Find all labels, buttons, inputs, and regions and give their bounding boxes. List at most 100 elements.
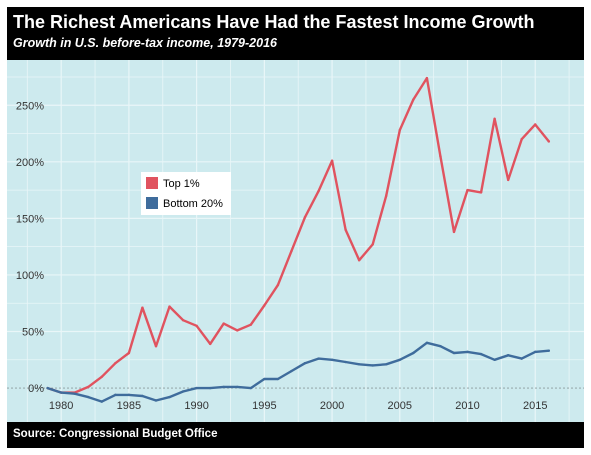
data-point-top-1 bbox=[534, 123, 537, 126]
plot-panel: 0% 50% 100% 150% 200% 250% 1980 1985 1990 1995 20… bbox=[7, 60, 584, 422]
data-point-bottom-20 bbox=[195, 386, 198, 390]
data-point-bottom-20 bbox=[357, 363, 361, 366]
data-point-top-1 bbox=[222, 322, 225, 325]
x-tick-label: 1990 bbox=[184, 400, 208, 412]
data-point-top-1 bbox=[141, 306, 144, 309]
data-point-bottom-20 bbox=[181, 390, 185, 393]
data-point-top-1 bbox=[290, 249, 293, 253]
legend-swatch bbox=[146, 177, 158, 189]
data-point-top-1 bbox=[330, 159, 334, 162]
data-point-bottom-20 bbox=[506, 354, 510, 357]
data-point-bottom-20 bbox=[439, 345, 442, 348]
series-line-top-1 bbox=[46, 76, 550, 394]
data-point-bottom-20 bbox=[276, 377, 280, 381]
data-point-top-1 bbox=[344, 228, 347, 231]
data-point-top-1 bbox=[195, 324, 198, 328]
x-tick-label: 1980 bbox=[49, 400, 73, 412]
data-point-bottom-20 bbox=[208, 386, 212, 390]
source-note: Source: Congressional Budget Office bbox=[13, 428, 218, 440]
data-point-top-1 bbox=[398, 128, 401, 132]
data-point-top-1 bbox=[114, 361, 117, 365]
data-point-top-1 bbox=[154, 345, 158, 348]
series-line-bottom-20 bbox=[46, 341, 550, 403]
data-point-top-1 bbox=[100, 375, 104, 378]
data-point-top-1 bbox=[466, 188, 469, 192]
data-point-top-1 bbox=[127, 351, 131, 355]
data-point-top-1 bbox=[412, 98, 415, 101]
data-point-bottom-20 bbox=[303, 361, 307, 365]
x-tick-label: 1985 bbox=[117, 400, 141, 412]
data-point-top-1 bbox=[249, 323, 253, 326]
data-point-bottom-20 bbox=[73, 392, 76, 395]
data-point-bottom-20 bbox=[466, 350, 469, 354]
data-point-bottom-20 bbox=[46, 386, 49, 390]
chart-header: The Richest Americans Have Had the Faste… bbox=[7, 7, 584, 60]
x-tick-label: 1995 bbox=[252, 400, 276, 412]
legend: Top 1% Bottom 20% bbox=[141, 172, 231, 215]
data-point-bottom-20 bbox=[479, 352, 483, 356]
data-point-top-1 bbox=[479, 191, 483, 194]
data-point-bottom-20 bbox=[317, 357, 320, 360]
data-point-top-1 bbox=[87, 385, 90, 389]
data-point-bottom-20 bbox=[263, 377, 266, 381]
y-tick-label: 150% bbox=[16, 213, 44, 225]
data-point-bottom-20 bbox=[87, 395, 90, 399]
data-point-top-1 bbox=[506, 178, 510, 182]
data-point-top-1 bbox=[208, 342, 212, 346]
data-point-top-1 bbox=[439, 154, 442, 158]
chart-frame: The Richest Americans Have Had the Faste… bbox=[7, 7, 584, 448]
data-point-top-1 bbox=[181, 318, 185, 322]
data-point-bottom-20 bbox=[330, 358, 334, 361]
data-point-top-1 bbox=[168, 305, 171, 308]
y-tick-label: 0% bbox=[28, 383, 44, 395]
legend-label: Bottom 20% bbox=[163, 198, 223, 210]
data-point-top-1 bbox=[547, 140, 550, 143]
data-point-bottom-20 bbox=[547, 349, 550, 352]
data-point-top-1 bbox=[357, 259, 361, 262]
y-axis-ticks: 0% 50% 100% 150% 200% 250% bbox=[16, 100, 44, 395]
data-point-bottom-20 bbox=[385, 363, 388, 366]
series-lines bbox=[46, 76, 550, 403]
data-point-top-1 bbox=[520, 137, 523, 141]
data-point-bottom-20 bbox=[371, 364, 374, 367]
data-point-bottom-20 bbox=[520, 357, 523, 360]
data-point-top-1 bbox=[263, 304, 266, 307]
data-point-bottom-20 bbox=[154, 399, 158, 402]
grid-lines bbox=[7, 60, 584, 422]
y-tick-label: 200% bbox=[16, 157, 44, 169]
data-point-top-1 bbox=[317, 190, 320, 193]
chart-subtitle: Growth in U.S. before-tax income, 1979-2… bbox=[13, 36, 277, 50]
data-point-bottom-20 bbox=[127, 393, 131, 397]
chart-footer: Source: Congressional Budget Office bbox=[7, 423, 584, 448]
x-tick-label: 2010 bbox=[455, 400, 479, 412]
data-point-bottom-20 bbox=[249, 386, 253, 390]
data-point-top-1 bbox=[236, 329, 239, 332]
data-point-bottom-20 bbox=[100, 400, 104, 403]
line-chart: 0% 50% 100% 150% 200% 250% 1980 1985 1990 1995 20… bbox=[7, 60, 584, 422]
data-point-bottom-20 bbox=[222, 385, 225, 389]
legend-swatch bbox=[146, 197, 158, 209]
data-point-top-1 bbox=[276, 283, 280, 287]
legend-label: Top 1% bbox=[163, 178, 200, 190]
data-point-top-1 bbox=[425, 76, 429, 80]
data-point-bottom-20 bbox=[59, 391, 63, 394]
data-point-bottom-20 bbox=[493, 358, 496, 361]
y-tick-label: 250% bbox=[16, 100, 44, 112]
data-point-bottom-20 bbox=[425, 341, 429, 345]
y-tick-label: 100% bbox=[16, 270, 44, 282]
data-point-top-1 bbox=[371, 243, 374, 246]
chart-title: The Richest Americans Have Had the Faste… bbox=[13, 12, 535, 32]
data-point-bottom-20 bbox=[452, 351, 456, 355]
data-point-top-1 bbox=[385, 194, 388, 197]
x-axis-ticks: 1980 1985 1990 1995 2000 2005 2010 2015 bbox=[49, 400, 548, 412]
data-point-top-1 bbox=[452, 230, 456, 234]
data-point-bottom-20 bbox=[534, 350, 537, 354]
data-point-top-1 bbox=[303, 216, 307, 219]
data-point-bottom-20 bbox=[412, 351, 415, 355]
x-tick-label: 2005 bbox=[388, 400, 412, 412]
data-point-bottom-20 bbox=[344, 360, 347, 364]
x-tick-label: 2000 bbox=[320, 400, 344, 412]
y-tick-label: 50% bbox=[22, 327, 44, 339]
data-point-bottom-20 bbox=[290, 369, 293, 373]
data-point-bottom-20 bbox=[398, 358, 401, 361]
